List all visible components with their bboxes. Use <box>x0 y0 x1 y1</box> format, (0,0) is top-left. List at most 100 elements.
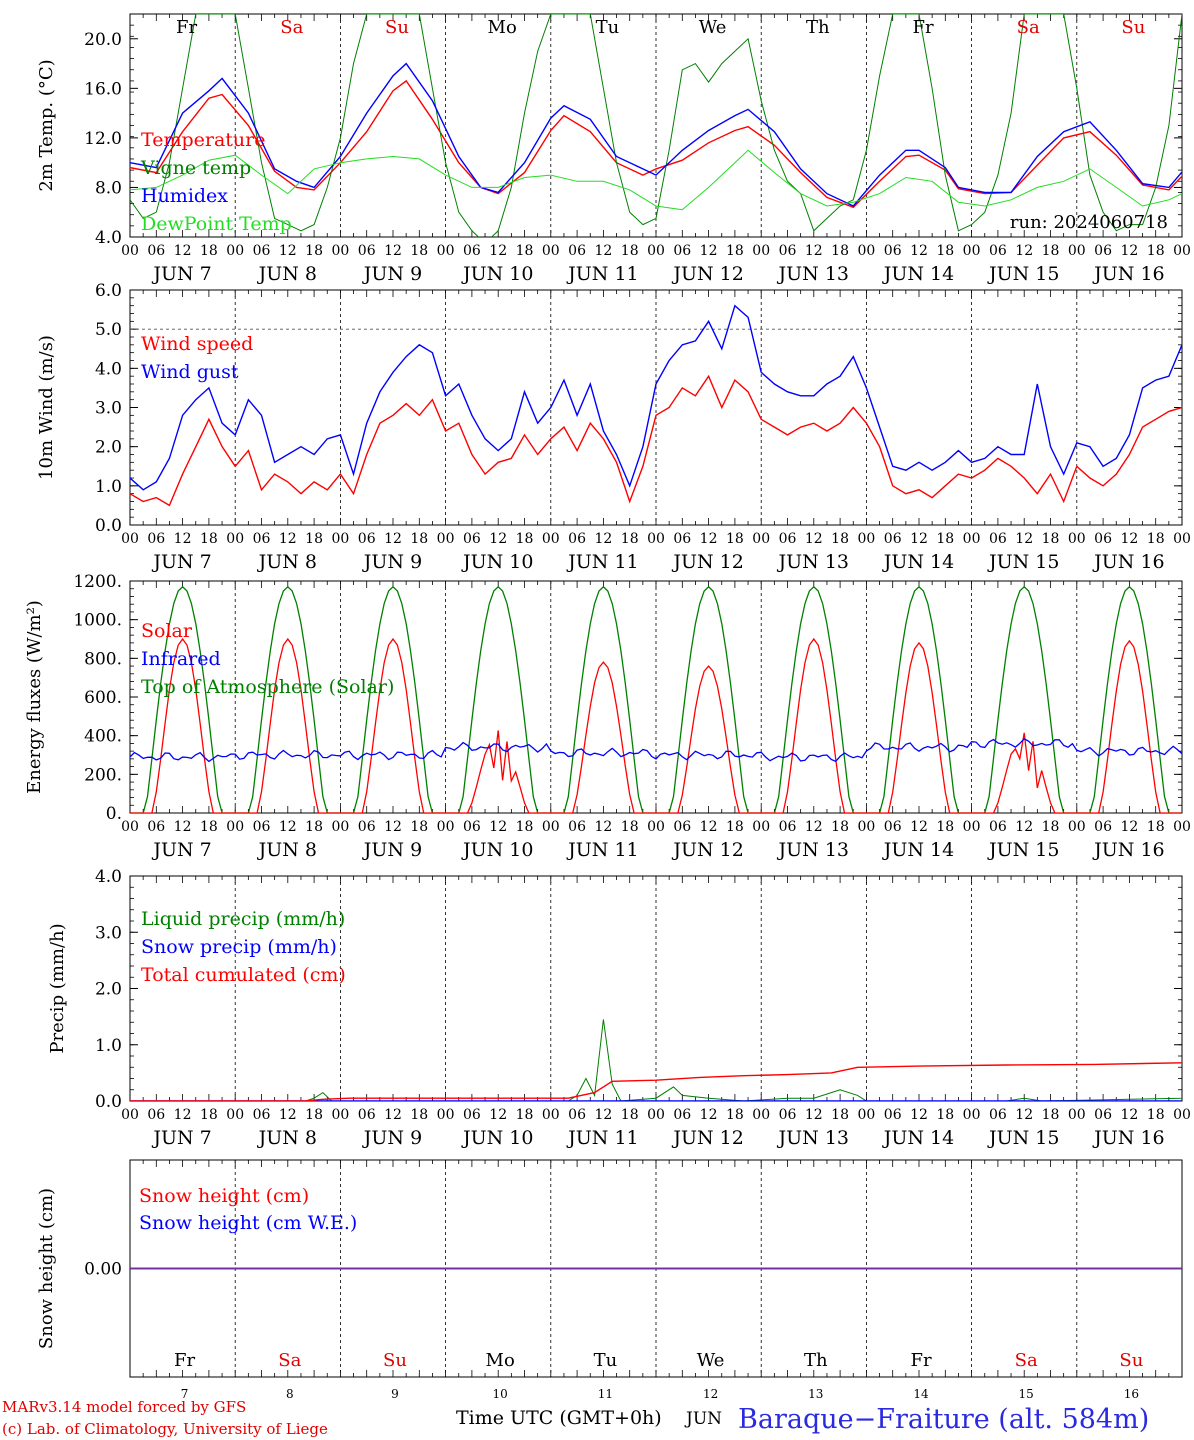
y-tick-label: 8.0 <box>95 178 122 198</box>
legend-item: Temperature <box>141 129 265 151</box>
day-label: Fr <box>174 1350 195 1371</box>
series-vigne-temp <box>130 14 1182 237</box>
hour-label: 18 <box>410 819 428 835</box>
legend-item: Top of Atmosphere (Solar) <box>141 676 394 698</box>
day-label: Sa <box>1015 1350 1038 1371</box>
date-label: JUN 12 <box>671 1127 743 1149</box>
hour-label: 12 <box>594 531 612 547</box>
hour-label: 06 <box>989 243 1007 259</box>
legend-item: Snow height (cm W.E.) <box>139 1212 357 1234</box>
hour-label: 12 <box>384 243 402 259</box>
date-label: JUN 14 <box>882 1127 954 1149</box>
hour-label: 18 <box>1147 1107 1165 1123</box>
legend-item: Wind speed <box>141 333 253 355</box>
day-label: We <box>697 1350 725 1371</box>
y-tick-label: 0. <box>106 804 122 824</box>
series-liquid-precip-mm-h- <box>130 1019 1182 1101</box>
date-label: JUN 11 <box>566 1127 638 1149</box>
hour-label: 12 <box>910 1107 928 1123</box>
y-tick-label: 1.0 <box>95 477 122 497</box>
hour-label: 18 <box>200 531 218 547</box>
hour-label: 00 <box>437 819 455 835</box>
hour-label: 00 <box>647 531 665 547</box>
date-label: JUN 15 <box>987 1127 1059 1149</box>
hour-label: 12 <box>174 819 192 835</box>
day-number: 9 <box>391 1387 399 1401</box>
y-tick-label: 0.0 <box>95 516 122 536</box>
legend-item: Snow height (cm) <box>139 1185 309 1207</box>
day-label: Fr <box>176 17 197 38</box>
hour-label: 00 <box>963 531 981 547</box>
hour-label: 12 <box>700 243 718 259</box>
y-tick-label: 6.0 <box>95 281 122 301</box>
legend-item: Total cumulated (cm) <box>141 964 346 986</box>
hour-label: 00 <box>331 243 349 259</box>
day-label: Mo <box>488 17 517 38</box>
hour-label: 06 <box>568 819 586 835</box>
date-label: JUN 16 <box>1092 1127 1164 1149</box>
hour-label: 18 <box>831 1107 849 1123</box>
hour-label: 06 <box>147 1107 165 1123</box>
day-label: Su <box>1121 17 1145 38</box>
hour-label: 12 <box>279 243 297 259</box>
hour-label: 12 <box>1015 819 1033 835</box>
hour-label: 12 <box>384 819 402 835</box>
hour-label: 00 <box>963 1107 981 1123</box>
hour-label: 12 <box>489 243 507 259</box>
hour-label: 18 <box>831 531 849 547</box>
date-label: JUN 13 <box>777 1127 849 1149</box>
hour-label: 06 <box>568 243 586 259</box>
date-label: JUN 10 <box>461 1127 533 1149</box>
hour-label: 06 <box>989 531 1007 547</box>
hour-label: 00 <box>226 531 244 547</box>
hour-label: 12 <box>910 243 928 259</box>
hour-label: 12 <box>279 1107 297 1123</box>
hour-label: 06 <box>779 1107 797 1123</box>
date-label: JUN 16 <box>1092 263 1164 285</box>
hour-label: 12 <box>1015 1107 1033 1123</box>
series-group <box>130 585 1182 813</box>
hour-label: 06 <box>884 1107 902 1123</box>
hour-label: 18 <box>1147 819 1165 835</box>
day-label: Su <box>383 1350 407 1371</box>
hour-label: 00 <box>1068 531 1086 547</box>
hour-label: 06 <box>147 819 165 835</box>
day-label: Tu <box>594 1350 618 1371</box>
hour-label: 06 <box>463 1107 481 1123</box>
hour-label: 06 <box>673 1107 691 1123</box>
hour-label: 18 <box>305 819 323 835</box>
hour-label: 00 <box>121 819 139 835</box>
day-label: Mo <box>486 1350 515 1371</box>
hour-label: 12 <box>489 1107 507 1123</box>
date-label: JUN 9 <box>362 1127 422 1149</box>
hour-label: 18 <box>936 531 954 547</box>
hour-label: 00 <box>752 243 770 259</box>
hour-label: 00 <box>331 1107 349 1123</box>
hour-label: 18 <box>621 1107 639 1123</box>
day-label: Sa <box>278 1350 301 1371</box>
date-label: JUN 11 <box>566 839 638 861</box>
series-group <box>130 1019 1182 1101</box>
hour-label: 12 <box>805 819 823 835</box>
y-tick-label: 16.0 <box>84 79 122 99</box>
date-label: JUN 11 <box>566 551 638 573</box>
y-axis-label: Snow height (cm) <box>36 1188 57 1349</box>
hour-label: 06 <box>1094 531 1112 547</box>
hour-label: 00 <box>647 243 665 259</box>
day-label: Fr <box>910 1350 931 1371</box>
day-label: Th <box>806 17 830 38</box>
day-number: 7 <box>181 1387 189 1401</box>
day-number: 13 <box>808 1387 823 1401</box>
legend-item: Infrared <box>141 648 221 670</box>
series-dewpoint-temp <box>130 149 1182 211</box>
hour-label: 06 <box>779 243 797 259</box>
panel-2: 0.0 1.0 2.0 3.0 4.0 5.0 6.0 10m Wind (m/s) 00 06 1… <box>36 281 1191 573</box>
hour-label: 18 <box>200 819 218 835</box>
day-label: Sa <box>280 17 303 38</box>
hour-label: 18 <box>305 531 323 547</box>
series-total-cumulated-cm- <box>130 1062 1182 1101</box>
hour-label: 18 <box>410 531 428 547</box>
hour-label: 12 <box>805 243 823 259</box>
hour-label: 12 <box>174 531 192 547</box>
hour-label: 12 <box>700 1107 718 1123</box>
